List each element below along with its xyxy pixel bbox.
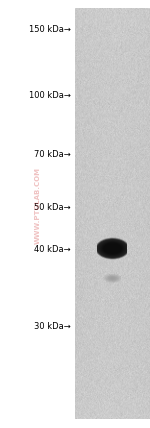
- Text: 100 kDa→: 100 kDa→: [29, 90, 70, 100]
- Text: 30 kDa→: 30 kDa→: [34, 321, 70, 331]
- Text: 40 kDa→: 40 kDa→: [34, 244, 70, 254]
- Text: 70 kDa→: 70 kDa→: [34, 149, 70, 159]
- Text: WWW.PTGLAB.COM: WWW.PTGLAB.COM: [34, 167, 40, 244]
- Text: 150 kDa→: 150 kDa→: [29, 25, 70, 35]
- Text: 50 kDa→: 50 kDa→: [34, 203, 70, 212]
